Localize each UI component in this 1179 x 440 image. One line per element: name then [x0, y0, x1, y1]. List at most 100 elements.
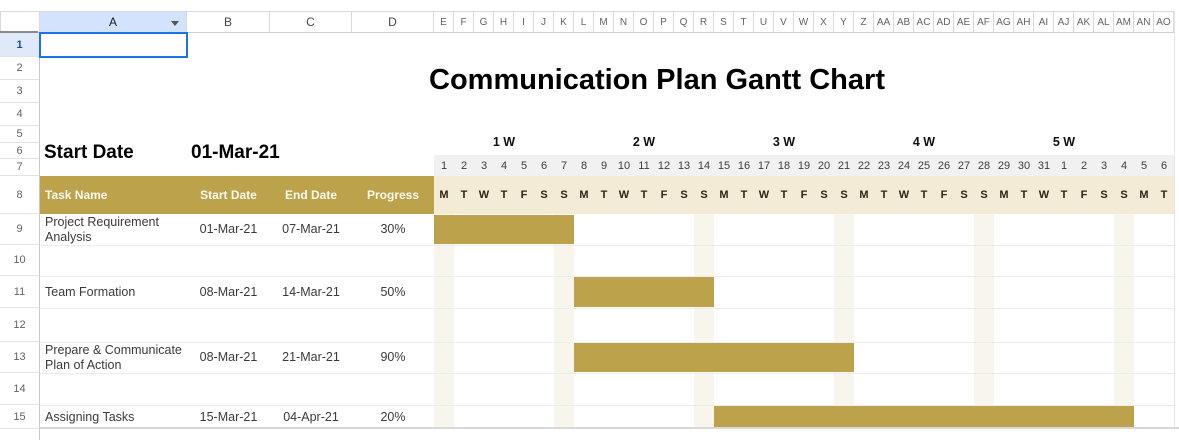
day-letter-cell[interactable]: M [719, 189, 729, 201]
day-number-cell[interactable]: 6 [1160, 159, 1168, 172]
gantt-bar-1[interactable] [434, 215, 574, 244]
day-number-cell[interactable]: 3 [480, 159, 488, 172]
task-name-cell[interactable]: Team Formation [45, 284, 136, 299]
day-number-cell[interactable]: 28 [977, 159, 991, 172]
day-letter-cell[interactable]: S [840, 189, 848, 201]
table-header-progress[interactable]: Progress [366, 188, 420, 202]
column-header-ao[interactable]: AO [1154, 11, 1174, 33]
day-letter-cell[interactable]: S [560, 189, 568, 201]
day-number-cell[interactable]: 20 [817, 159, 831, 172]
column-header-ah[interactable]: AH [1014, 11, 1034, 33]
table-header-start-date[interactable]: Start Date [200, 188, 257, 202]
row-header-3[interactable]: 3 [0, 80, 40, 103]
day-letter-cell[interactable]: F [800, 189, 808, 201]
row-header-6[interactable]: 6 [0, 143, 40, 159]
day-number-cell[interactable]: 31 [1037, 159, 1051, 172]
day-letter-cell[interactable]: M [439, 189, 449, 201]
day-letter-cell[interactable]: S [980, 189, 988, 201]
day-number-cell[interactable]: 25 [917, 159, 931, 172]
day-letter-cell[interactable]: S [960, 189, 968, 201]
row-header-5[interactable]: 5 [0, 126, 40, 143]
column-header-z[interactable]: Z [854, 11, 874, 33]
day-number-cell[interactable]: 22 [857, 159, 871, 172]
column-header-g[interactable]: G [474, 11, 494, 33]
day-letter-cell[interactable]: M [859, 189, 869, 201]
day-number-cell[interactable]: 1 [1060, 159, 1068, 172]
day-letter-cell[interactable]: M [579, 189, 589, 201]
column-header-l[interactable]: L [574, 11, 594, 33]
day-number-cell[interactable]: 4 [500, 159, 508, 172]
day-letter-cell[interactable]: W [758, 189, 770, 201]
day-letter-cell[interactable]: S [1120, 189, 1128, 201]
day-number-cell[interactable]: 5 [1140, 159, 1148, 172]
day-letter-cell[interactable]: W [898, 189, 910, 201]
day-number-cell[interactable]: 11 [638, 159, 650, 172]
row-header-10[interactable]: 10 [0, 245, 40, 276]
column-header-k[interactable]: K [554, 11, 574, 33]
day-letter-cell[interactable]: W [618, 189, 630, 201]
column-header-y[interactable]: Y [834, 11, 854, 33]
day-letter-cell[interactable]: S [1100, 189, 1108, 201]
task-name-cell[interactable]: Project Requirement Analysis [45, 214, 159, 244]
column-header-ak[interactable]: AK [1074, 11, 1094, 33]
row-header-2[interactable]: 2 [0, 57, 40, 80]
day-number-cell[interactable]: 1 [440, 159, 448, 172]
day-letter-cell[interactable]: T [740, 189, 748, 201]
task-start-cell[interactable]: 15-Mar-21 [199, 409, 258, 424]
day-letter-cell[interactable]: F [520, 189, 528, 201]
day-number-cell[interactable]: 29 [997, 159, 1011, 172]
selected-cell-a1[interactable] [39, 32, 188, 58]
column-header-al[interactable]: AL [1094, 11, 1114, 33]
column-header-p[interactable]: P [654, 11, 674, 33]
column-header-x[interactable]: X [814, 11, 834, 33]
column-header-s[interactable]: S [714, 11, 734, 33]
day-number-cell[interactable]: 8 [580, 159, 588, 172]
day-number-cell[interactable]: 30 [1017, 159, 1031, 172]
column-dropdown-icon[interactable] [171, 21, 179, 26]
day-letter-cell[interactable]: S [540, 189, 548, 201]
day-number-cell[interactable]: 24 [897, 159, 911, 172]
column-header-r[interactable]: R [694, 11, 714, 33]
column-header-i[interactable]: I [514, 11, 534, 33]
row-header-14[interactable]: 14 [0, 373, 40, 405]
task-name-cell[interactable]: Assigning Tasks [45, 409, 135, 424]
task-end-cell[interactable]: 07-Mar-21 [282, 222, 340, 237]
task-start-cell[interactable]: 01-Mar-21 [199, 222, 258, 237]
day-number-cell[interactable]: 26 [937, 159, 951, 172]
gantt-bar-4[interactable] [714, 406, 1134, 427]
column-header-am[interactable]: AM [1114, 11, 1134, 33]
column-header-af[interactable]: AF [974, 11, 994, 33]
task-progress-cell[interactable]: 50% [380, 284, 406, 299]
table-header-task-name[interactable]: Task Name [45, 188, 108, 202]
column-header-h[interactable]: H [494, 11, 514, 33]
day-number-cell[interactable]: 6 [540, 159, 548, 172]
column-header-q[interactable]: Q [674, 11, 694, 33]
day-letter-cell[interactable]: T [920, 189, 928, 201]
column-header-t[interactable]: T [734, 11, 754, 33]
task-end-cell[interactable]: 14-Mar-21 [282, 284, 340, 299]
column-header-ag[interactable]: AG [994, 11, 1014, 33]
day-number-cell[interactable]: 27 [957, 159, 971, 172]
day-number-cell[interactable]: 9 [600, 159, 608, 172]
day-number-cell[interactable]: 2 [460, 159, 468, 172]
gantt-bar-3[interactable] [574, 343, 854, 372]
day-letter-cell[interactable]: T [780, 189, 788, 201]
day-number-cell[interactable]: 19 [797, 159, 811, 172]
row-header-12[interactable]: 12 [0, 308, 40, 342]
task-end-cell[interactable]: 04-Apr-21 [283, 409, 339, 424]
column-header-an[interactable]: AN [1134, 11, 1154, 33]
column-header-v[interactable]: V [774, 11, 794, 33]
day-letter-cell[interactable]: T [500, 189, 508, 201]
day-letter-cell[interactable]: S [680, 189, 688, 201]
task-start-cell[interactable]: 08-Mar-21 [199, 350, 258, 365]
task-name-cell[interactable]: Prepare & Communicate Plan of Action [45, 342, 182, 372]
day-number-cell[interactable]: 12 [657, 159, 671, 172]
day-letter-cell[interactable]: W [478, 189, 490, 201]
column-header-b[interactable]: B [187, 11, 270, 33]
day-number-cell[interactable]: 7 [560, 159, 568, 172]
day-letter-cell[interactable]: F [660, 189, 668, 201]
column-header-w[interactable]: W [794, 11, 814, 33]
row-header-11[interactable]: 11 [0, 276, 40, 308]
day-letter-cell[interactable]: T [1160, 189, 1168, 201]
day-number-cell[interactable]: 3 [1100, 159, 1108, 172]
